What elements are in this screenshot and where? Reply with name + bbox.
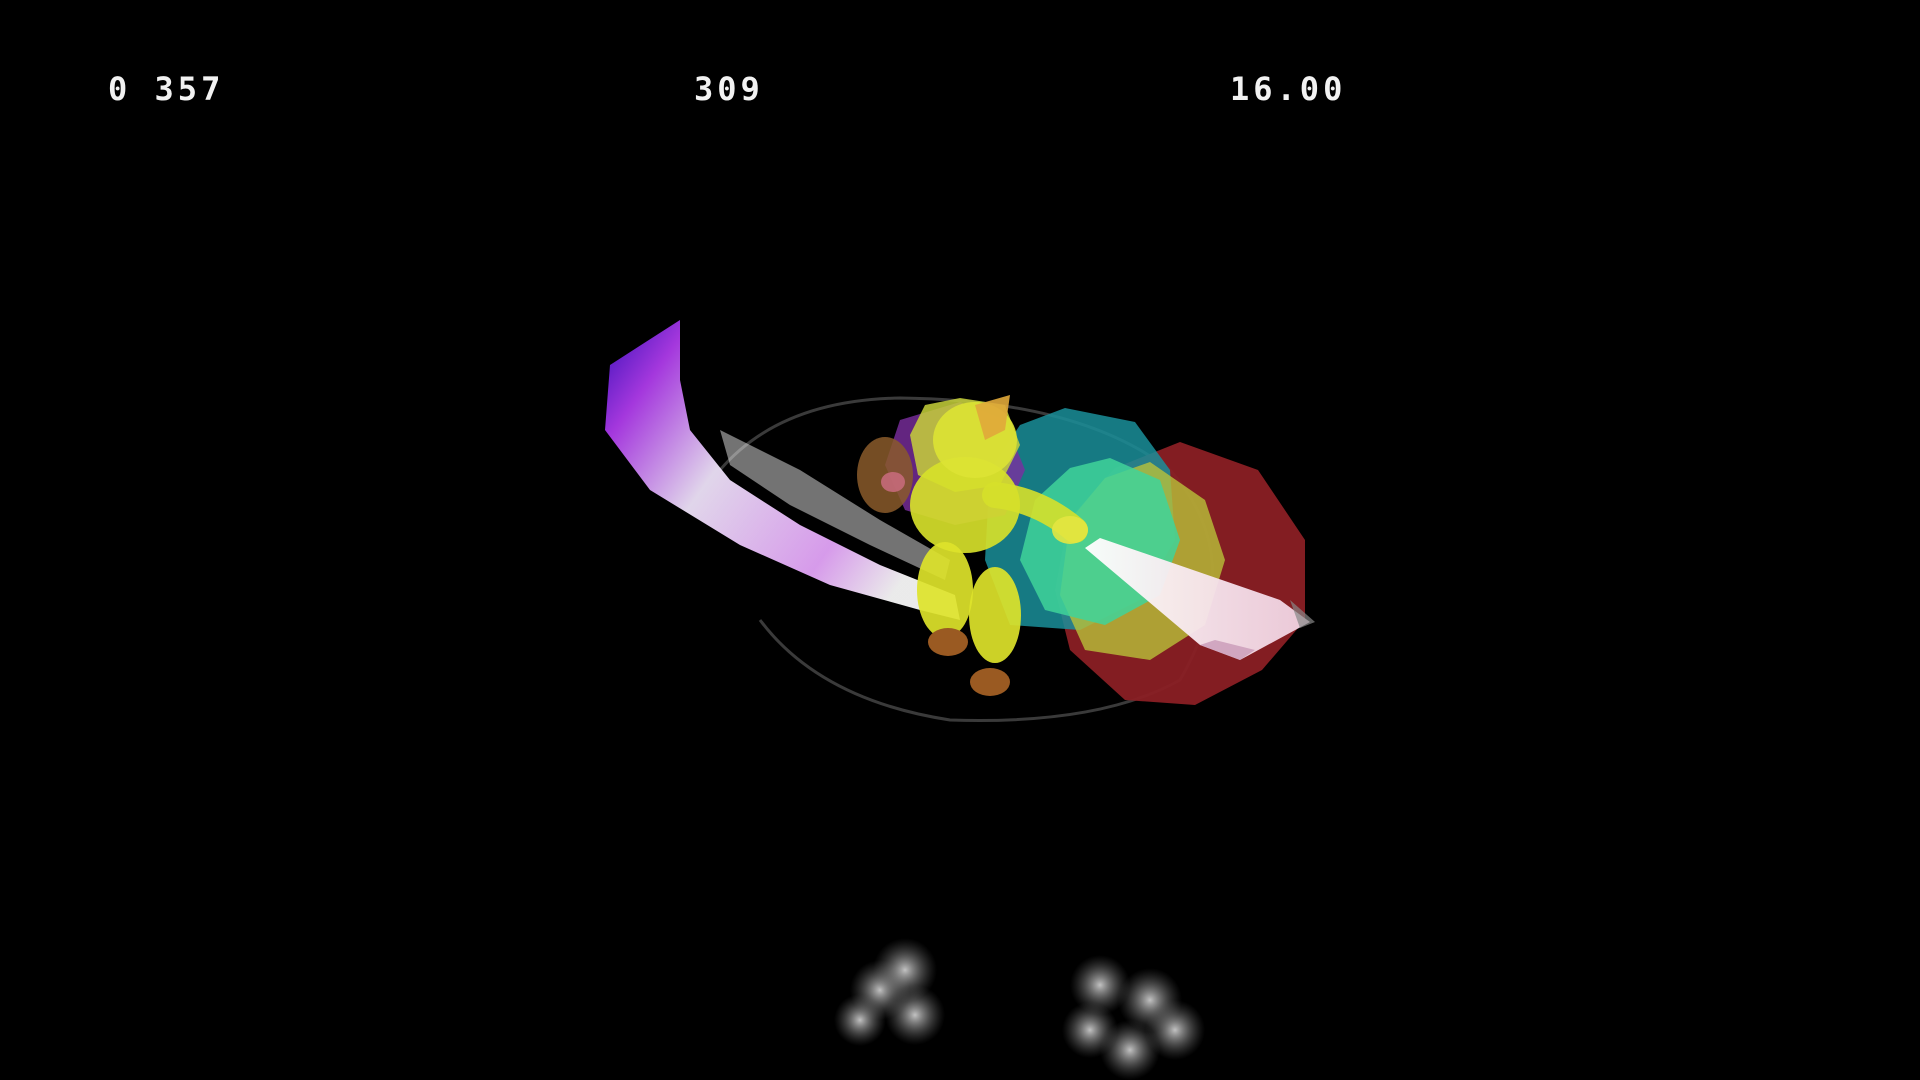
- hud-timer: 16.00: [1230, 70, 1347, 108]
- character-leg-right: [969, 567, 1021, 663]
- dust-cloud-right: [1062, 955, 1205, 1080]
- hud-left-counter: 0 357: [108, 70, 225, 108]
- character-leg-left: [917, 542, 973, 638]
- character-hand-left: [881, 472, 905, 492]
- yellow-fighter-character: [857, 395, 1088, 696]
- character-boot-left: [928, 628, 968, 656]
- dust-clouds: [834, 938, 1205, 1080]
- character-hand: [1052, 516, 1088, 544]
- character-boot-right: [970, 668, 1010, 696]
- hud-frame-counter: 309: [694, 70, 764, 108]
- dust-cloud-left: [834, 938, 945, 1046]
- sword-blade: [1085, 538, 1315, 660]
- character-hat: [975, 395, 1010, 440]
- character-torso: [910, 457, 1020, 553]
